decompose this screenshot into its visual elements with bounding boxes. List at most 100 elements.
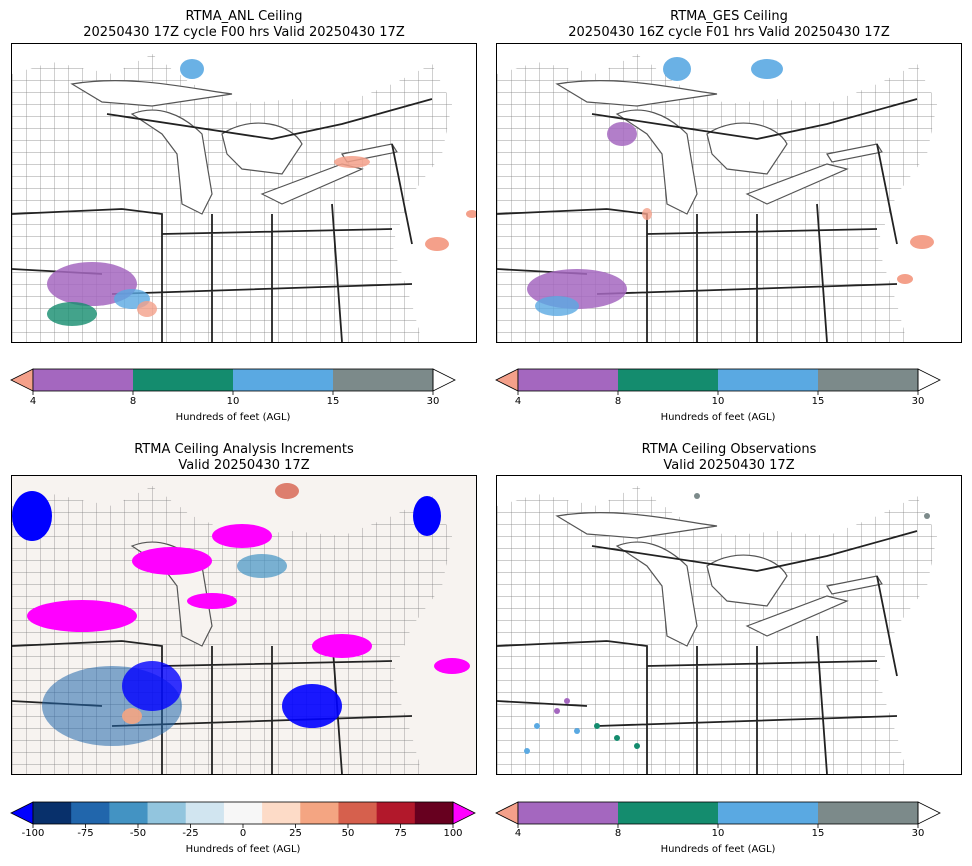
- ceiling-blob: [607, 122, 637, 146]
- panel-1-title-line2: 20250430 17Z cycle F00 hrs Valid 2025043…: [83, 25, 405, 40]
- colorbar-tick-label: 25: [289, 828, 302, 839]
- colorbar-segment: [185, 802, 225, 824]
- colorbar-segment: [618, 802, 718, 824]
- panel-3-title-line2: Valid 20250430 17Z: [178, 458, 310, 473]
- colorbar-tick-label: 8: [614, 828, 622, 839]
- colorbar-observations: [495, 801, 941, 828]
- colorbar-max-extend: [917, 368, 941, 392]
- panel-1-title-line1: RTMA_ANL Ceiling: [185, 9, 303, 24]
- ceiling-blob: [47, 262, 137, 306]
- lake-superior: [70, 80, 233, 107]
- ceiling-blob: [466, 210, 476, 218]
- colorbar-tick-label: 8: [614, 396, 622, 407]
- colorbar-segment: [223, 802, 263, 824]
- colorbar-segment: [71, 802, 110, 824]
- colorbar-segment: [818, 802, 918, 824]
- colorbar-tick-label: 0: [239, 828, 247, 839]
- colorbar-increments-label: Hundreds of feet (AGL): [185, 844, 301, 855]
- colorbar-segment: [300, 802, 339, 824]
- colorbar-tick-label: 4: [514, 396, 522, 407]
- colorbar-rtma-ges-svg: [495, 368, 941, 395]
- colorbar-tick-label: 15: [811, 828, 825, 839]
- colorbar-tick-label: 30: [426, 396, 440, 407]
- observation-markers: [524, 493, 930, 754]
- panel-2-title-line2: 20250430 16Z cycle F01 hrs Valid 2025043…: [568, 25, 890, 40]
- colorbar-segment: [133, 369, 233, 391]
- increment-blob: [12, 491, 52, 541]
- colorbar-segment: [333, 369, 433, 391]
- panel-4-title: RTMA Ceiling Observations Valid 20250430…: [497, 442, 961, 474]
- colorbar-tick-label: 30: [911, 828, 925, 839]
- colorbar-segment: [718, 369, 818, 391]
- panel-4-title-line2: Valid 20250430 17Z: [663, 458, 795, 473]
- border-line: [591, 98, 918, 140]
- lake-huron: [706, 122, 788, 175]
- colorbar-rtma-ges-label: Hundreds of feet (AGL): [660, 412, 776, 423]
- increment-blob: [132, 547, 212, 575]
- panel-3-title-line1: RTMA Ceiling Analysis Increments: [134, 442, 354, 457]
- colorbar-max-extend: [432, 368, 456, 392]
- ceiling-blob: [180, 59, 204, 79]
- colorbar-tick-label: 100: [443, 828, 463, 839]
- colorbar-tick-label: 15: [811, 396, 825, 407]
- lake-ontario: [826, 143, 883, 163]
- map-rtma-anl: [11, 43, 477, 343]
- ceiling-blob: [897, 274, 913, 284]
- lake-erie: [745, 163, 849, 205]
- colorbar-min-extend: [495, 801, 519, 825]
- colorbar-increments-svg: [10, 801, 476, 828]
- colorbar-min-extend: [495, 368, 519, 392]
- ceiling-blob: [334, 156, 370, 168]
- panel-1-title: RTMA_ANL Ceiling 20250430 17Z cycle F00 …: [12, 9, 476, 41]
- colorbar-tick-label: 30: [911, 396, 925, 407]
- colorbar-segment: [414, 802, 454, 824]
- lake-ontario: [826, 575, 883, 595]
- lake-superior: [555, 512, 718, 539]
- colorbar-min-extend: [10, 801, 34, 825]
- colorbar-segment: [718, 802, 818, 824]
- colorbar-max-extend: [917, 801, 941, 825]
- map-rtma-increments: [11, 475, 477, 775]
- panel-2-title: RTMA_GES Ceiling 20250430 16Z cycle F01 …: [497, 9, 961, 41]
- ceiling-blob: [642, 208, 652, 220]
- colorbar-tick-label: 4: [29, 396, 37, 407]
- map-rtma-ges: [496, 43, 962, 343]
- lake-superior: [555, 80, 718, 107]
- colorbar-observations-label: Hundreds of feet (AGL): [660, 844, 776, 855]
- colorbar-segment: [618, 369, 718, 391]
- panel-4-title-line1: RTMA Ceiling Observations: [641, 442, 817, 457]
- colorbar-tick-label: 15: [326, 396, 340, 407]
- lake-erie: [260, 163, 364, 205]
- colorbar-tick-label: 8: [129, 396, 137, 407]
- colorbar-min-extend: [10, 368, 34, 392]
- colorbar-tick-label: 4: [514, 828, 522, 839]
- ceiling-blob: [535, 296, 579, 316]
- ceiling-blob: [663, 57, 691, 81]
- ceiling-blob: [47, 302, 97, 326]
- increment-blob: [187, 593, 237, 609]
- ceiling-blob: [425, 237, 449, 251]
- colorbar-segment: [33, 369, 133, 391]
- colorbar-rtma-ges: [495, 368, 941, 395]
- colorbar-segment: [376, 802, 416, 824]
- panel-3-title: RTMA Ceiling Analysis Increments Valid 2…: [12, 442, 476, 474]
- colorbar-tick-label: -50: [129, 828, 147, 839]
- colorbar-tick-label: 75: [394, 828, 407, 839]
- colorbar-tick-label: 50: [341, 828, 355, 839]
- panel-2-title-line1: RTMA_GES Ceiling: [670, 9, 788, 24]
- county-grid: [497, 486, 937, 774]
- ceiling-blob: [910, 235, 934, 249]
- ceiling-blob: [751, 59, 783, 79]
- colorbar-rtma-anl-label: Hundreds of feet (AGL): [175, 412, 291, 423]
- colorbar-tick-label: 10: [711, 828, 725, 839]
- colorbar-tick-label: -25: [182, 828, 199, 839]
- increment-blob: [282, 684, 342, 728]
- colorbar-segment: [338, 802, 378, 824]
- colorbar-segment: [518, 802, 618, 824]
- colorbar-segment: [109, 802, 149, 824]
- colorbar-max-extend: [452, 801, 476, 825]
- lake-erie: [745, 595, 849, 637]
- colorbar-segment: [33, 802, 72, 824]
- ceiling-blob: [137, 301, 157, 317]
- colorbar-segment: [818, 369, 918, 391]
